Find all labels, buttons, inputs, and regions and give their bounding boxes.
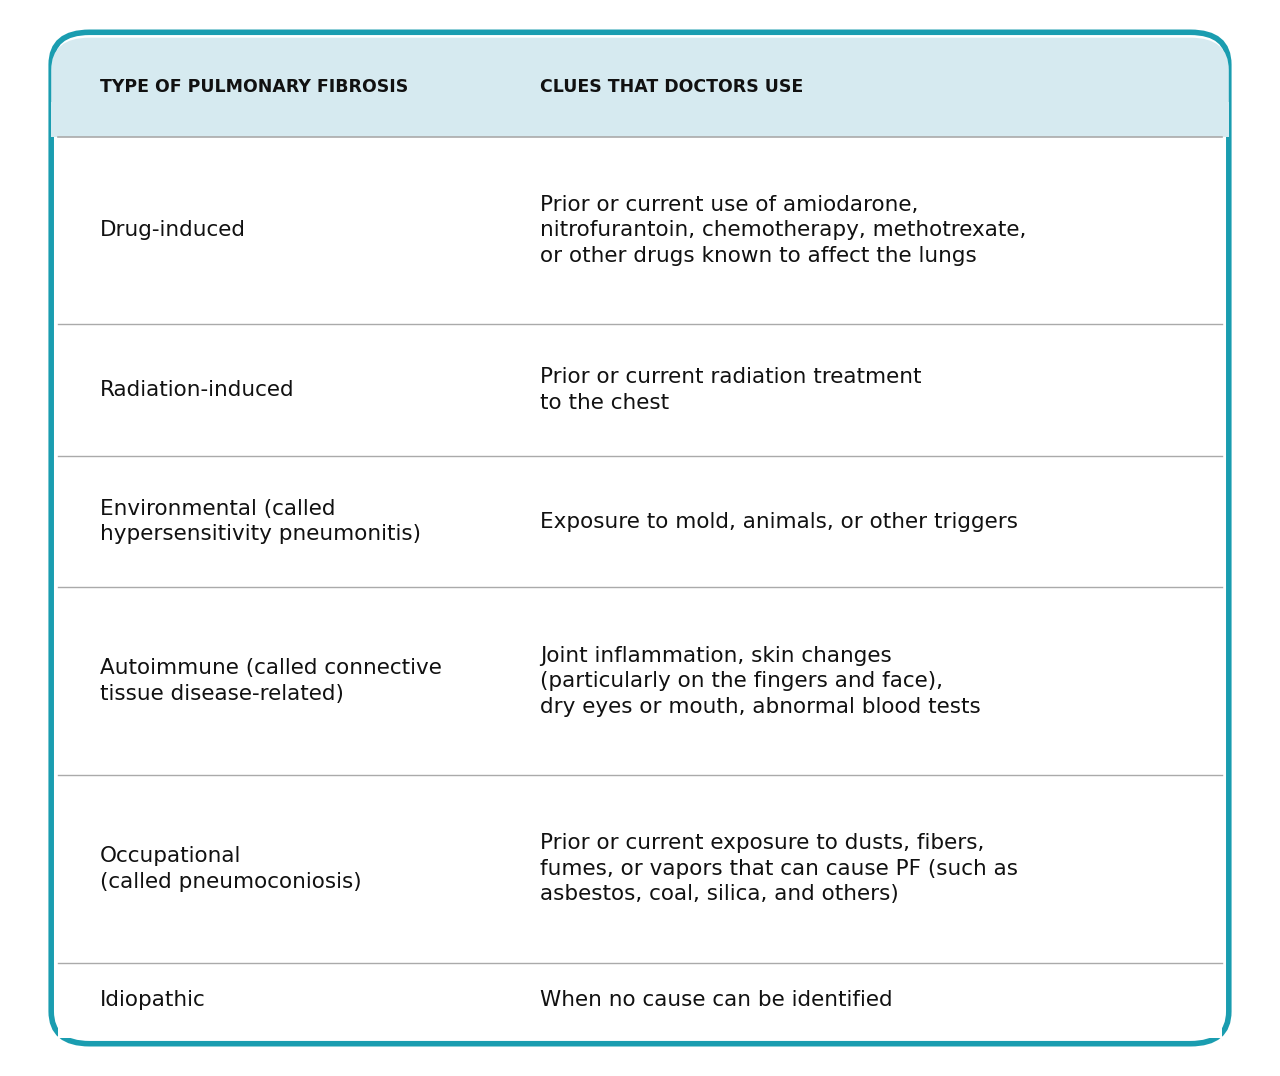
Text: Prior or current use of amiodarone,
nitrofurantoin, chemotherapy, methotrexate,
: Prior or current use of amiodarone, nitr… [540, 195, 1027, 266]
Bar [58, 587, 1222, 775]
FancyBboxPatch shape [51, 38, 1229, 137]
Text: TYPE OF PULMONARY FIBROSIS: TYPE OF PULMONARY FIBROSIS [100, 79, 408, 96]
Bar [58, 456, 1222, 587]
Bar [58, 963, 1222, 1038]
Text: Idiopathic: Idiopathic [100, 990, 206, 1010]
Bar [58, 324, 1222, 456]
Text: Occupational
(called pneumoconiosis): Occupational (called pneumoconiosis) [100, 846, 361, 892]
Text: When no cause can be identified: When no cause can be identified [540, 990, 892, 1010]
Bar [58, 137, 1222, 324]
Bar [51, 102, 1229, 137]
Text: Autoimmune (called connective
tissue disease-related): Autoimmune (called connective tissue dis… [100, 659, 442, 704]
Text: Prior or current exposure to dusts, fibers,
fumes, or vapors that can cause PF (: Prior or current exposure to dusts, fibe… [540, 833, 1018, 905]
Bar [58, 775, 1222, 963]
FancyBboxPatch shape [51, 32, 1229, 1044]
Text: Prior or current radiation treatment
to the chest: Prior or current radiation treatment to … [540, 367, 922, 413]
Text: Environmental (called
hypersensitivity pneumonitis): Environmental (called hypersensitivity p… [100, 499, 421, 544]
Text: Radiation-induced: Radiation-induced [100, 380, 294, 400]
Text: Drug-induced: Drug-induced [100, 221, 246, 240]
Text: Joint inflammation, skin changes
(particularly on the fingers and face),
dry eye: Joint inflammation, skin changes (partic… [540, 646, 980, 717]
Text: CLUES THAT DOCTORS USE: CLUES THAT DOCTORS USE [540, 79, 803, 96]
Text: Exposure to mold, animals, or other triggers: Exposure to mold, animals, or other trig… [540, 512, 1018, 532]
